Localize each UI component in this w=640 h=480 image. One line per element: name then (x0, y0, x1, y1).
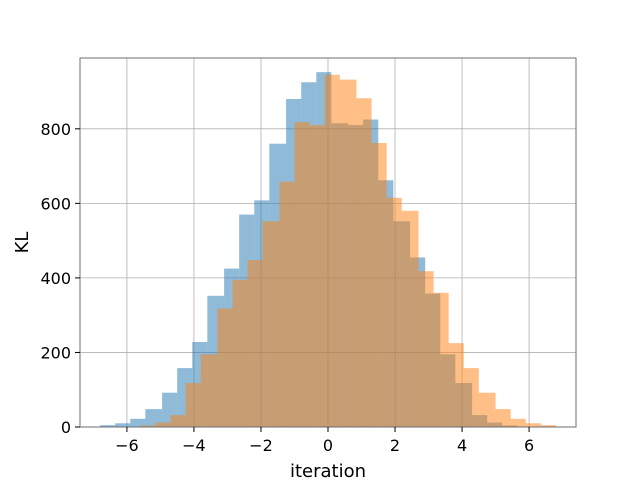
histogram-bar-series-2 (185, 383, 201, 427)
histogram-bar-series-1 (115, 423, 131, 427)
histogram-bar-series-2 (170, 415, 186, 427)
histogram-bar-series-2 (262, 221, 280, 427)
histogram-bar-series-2 (478, 392, 496, 427)
x-tick-label: 2 (390, 436, 400, 455)
y-axis-label: KL (12, 232, 33, 254)
histogram-bar-series-2 (140, 425, 156, 427)
histogram-bar-series-1 (130, 418, 146, 427)
x-tick-label: −4 (182, 436, 206, 455)
histogram-bar-series-2 (525, 423, 541, 427)
histogram-bar-series-2 (217, 308, 233, 427)
histogram-bar-series-2 (540, 425, 556, 427)
histogram-bar-series-2 (433, 292, 449, 427)
x-axis-label: iteration (290, 461, 366, 480)
histogram-bar-series-2 (418, 271, 434, 427)
y-tick-label: 400 (40, 269, 71, 288)
histogram-bar-series-2 (200, 354, 218, 427)
histogram-bar-series-2 (279, 181, 295, 427)
histogram-bar-series-2 (339, 79, 357, 428)
histogram-bar-series-2 (386, 197, 402, 427)
x-tick-label: −6 (115, 436, 139, 455)
histogram-bar-series-2 (448, 343, 464, 427)
axis-ticks: −6 −4 −2 0 2 4 6 0 200 400 600 800 (40, 120, 534, 455)
histogram-bars (100, 72, 556, 428)
x-tick-label: 0 (323, 436, 333, 455)
histogram-bar-series-2 (401, 210, 419, 427)
x-tick-label: 6 (524, 436, 534, 455)
histogram-bar-series-2 (463, 368, 479, 427)
histogram-bar-series-2 (510, 418, 526, 427)
histogram-bar-series-1 (100, 425, 116, 427)
y-tick-label: 800 (40, 120, 71, 139)
histogram-bar-series-2 (155, 422, 171, 427)
y-tick-label: 0 (61, 418, 71, 437)
histogram-bar-series-2 (371, 142, 387, 427)
histogram-bar-series-2 (294, 122, 310, 427)
histogram-bar-series-2 (356, 98, 372, 427)
histogram-bar-series-2 (495, 409, 511, 427)
x-tick-label: 4 (457, 436, 467, 455)
histogram-bar-series-2 (324, 74, 340, 427)
y-tick-label: 200 (40, 343, 71, 362)
x-tick-label: −2 (249, 436, 273, 455)
y-tick-label: 600 (40, 194, 71, 213)
histogram-bar-series-2 (247, 260, 263, 427)
histogram-bar-series-2 (232, 279, 248, 427)
histogram-bar-series-2 (309, 125, 325, 427)
